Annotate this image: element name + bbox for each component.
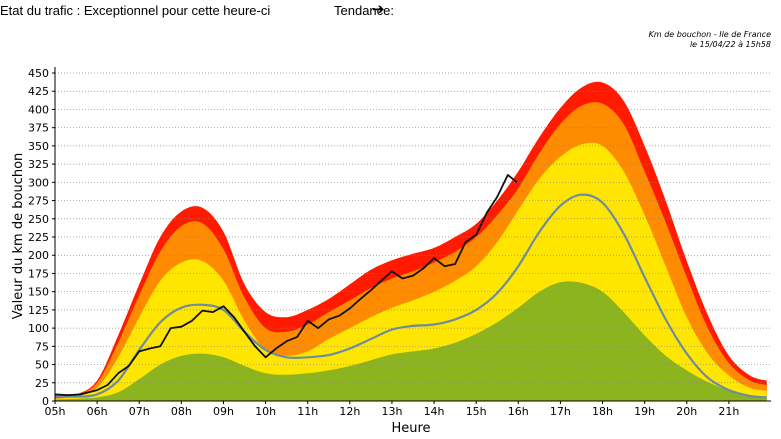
x-tick-label: 13h: [381, 405, 402, 418]
x-axis-title: Heure: [391, 421, 430, 436]
caption-title: Km de bouchon - Ile de France: [648, 30, 771, 39]
x-tick-label: 07h: [129, 405, 150, 418]
x-tick-label: 18h: [592, 405, 613, 418]
ticks-layer: 0 25 50 75 100 125 150 175 200 225 250 275 300 325 350…: [28, 67, 739, 418]
x-tick-label: 05h: [45, 405, 66, 418]
y-tick-label: 275: [28, 195, 49, 208]
y-tick-label: 25: [35, 377, 49, 390]
y-tick-label: 100: [28, 322, 49, 335]
chart-caption: Km de bouchon - Ile de France le 15/04/2…: [649, 30, 771, 50]
x-tick-label: 11h: [297, 405, 318, 418]
x-tick-label: 17h: [550, 405, 571, 418]
lines-layer: [54, 174, 767, 399]
y-tick-label: 200: [28, 249, 49, 262]
series-average-line: [54, 193, 767, 399]
y-axis-title: Valeur du km de bouchon: [11, 153, 26, 320]
y-tick-label: 375: [28, 122, 49, 135]
band-green: [55, 281, 767, 401]
x-tick-label: 10h: [255, 405, 276, 418]
y-tick-label: 0: [42, 395, 49, 408]
y-tick-label: 425: [28, 85, 49, 98]
x-tick-label: 16h: [508, 405, 529, 418]
y-tick-label: 225: [28, 231, 49, 244]
y-tick-label: 75: [35, 340, 49, 353]
x-tick-label: 20h: [676, 405, 697, 418]
traffic-status-text: Etat du trafic : Exceptionnel pour cette…: [0, 3, 271, 18]
trend-label: Tendance:: [334, 3, 394, 18]
series-today-line: [54, 174, 518, 397]
axes-layer: [54, 67, 771, 402]
bands-layer: [55, 81, 767, 402]
y-tick-label: 450: [28, 67, 49, 80]
y-tick-label: 350: [28, 140, 49, 153]
x-tick-label: 12h: [339, 405, 360, 418]
x-tick-label: 14h: [424, 405, 445, 418]
y-tick-label: 325: [28, 158, 49, 171]
x-tick-label: 09h: [213, 405, 234, 418]
y-tick-label: 400: [28, 103, 49, 116]
x-tick-label: 08h: [171, 405, 192, 418]
y-tick-label: 250: [28, 213, 49, 226]
y-tick-label: 125: [28, 304, 49, 317]
x-tick-label: 19h: [634, 405, 655, 418]
y-tick-label: 300: [28, 176, 49, 189]
status-bar: Etat du trafic : Exceptionnel pour cette…: [0, 0, 781, 22]
x-tick-label: 21h: [718, 405, 739, 418]
x-tick-label: 06h: [87, 405, 108, 418]
grid-layer: [55, 72, 771, 384]
y-tick-label: 175: [28, 267, 49, 280]
y-tick-label: 150: [28, 286, 49, 299]
y-tick-label: 50: [35, 359, 49, 372]
caption-date: le 15/04/22 à 15h58: [689, 40, 771, 49]
trend-arrow-icon: ➔: [372, 1, 385, 18]
x-tick-label: 15h: [466, 405, 487, 418]
